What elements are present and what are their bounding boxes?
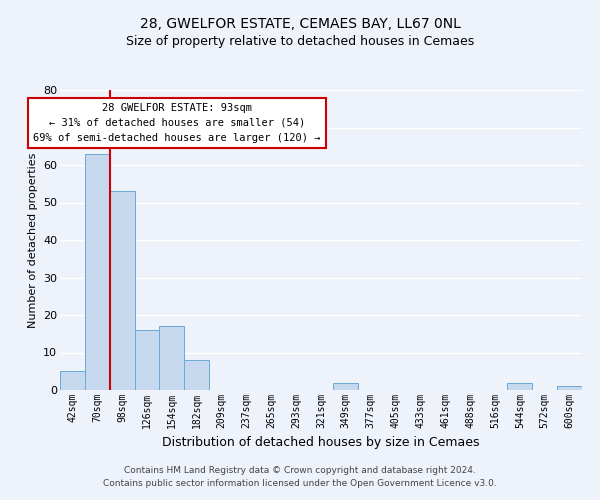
Text: 28, GWELFOR ESTATE, CEMAES BAY, LL67 0NL: 28, GWELFOR ESTATE, CEMAES BAY, LL67 0NL: [140, 18, 460, 32]
Text: Size of property relative to detached houses in Cemaes: Size of property relative to detached ho…: [126, 35, 474, 48]
X-axis label: Distribution of detached houses by size in Cemaes: Distribution of detached houses by size …: [162, 436, 480, 450]
Bar: [508, 382, 532, 390]
Bar: [184, 360, 209, 390]
Bar: [134, 330, 160, 390]
Bar: [160, 326, 184, 390]
Bar: [85, 154, 110, 390]
Text: Contains HM Land Registry data © Crown copyright and database right 2024.
Contai: Contains HM Land Registry data © Crown c…: [103, 466, 497, 487]
Bar: [60, 371, 85, 390]
Bar: [557, 386, 582, 390]
Bar: [110, 191, 134, 390]
Y-axis label: Number of detached properties: Number of detached properties: [28, 152, 38, 328]
Text: 28 GWELFOR ESTATE: 93sqm
← 31% of detached houses are smaller (54)
69% of semi-d: 28 GWELFOR ESTATE: 93sqm ← 31% of detach…: [33, 103, 320, 142]
Bar: [334, 382, 358, 390]
